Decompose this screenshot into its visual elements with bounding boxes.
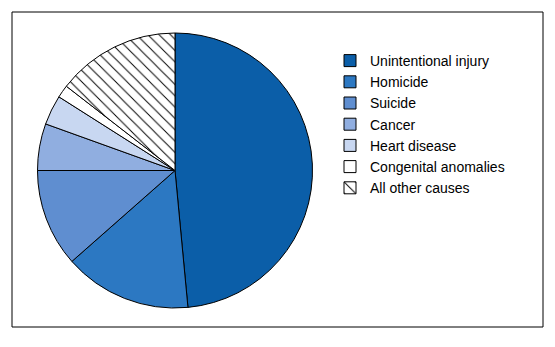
svg-text:Cancer: Cancer (370, 117, 415, 133)
svg-text:All other causes: All other causes (370, 180, 470, 196)
svg-text:Heart disease: Heart disease (370, 138, 457, 154)
svg-text:Congenital anomalies: Congenital anomalies (370, 159, 505, 175)
svg-text:Homicide: Homicide (370, 74, 429, 90)
svg-text:Suicide: Suicide (370, 95, 416, 111)
svg-text:Unintentional injury: Unintentional injury (370, 53, 489, 69)
